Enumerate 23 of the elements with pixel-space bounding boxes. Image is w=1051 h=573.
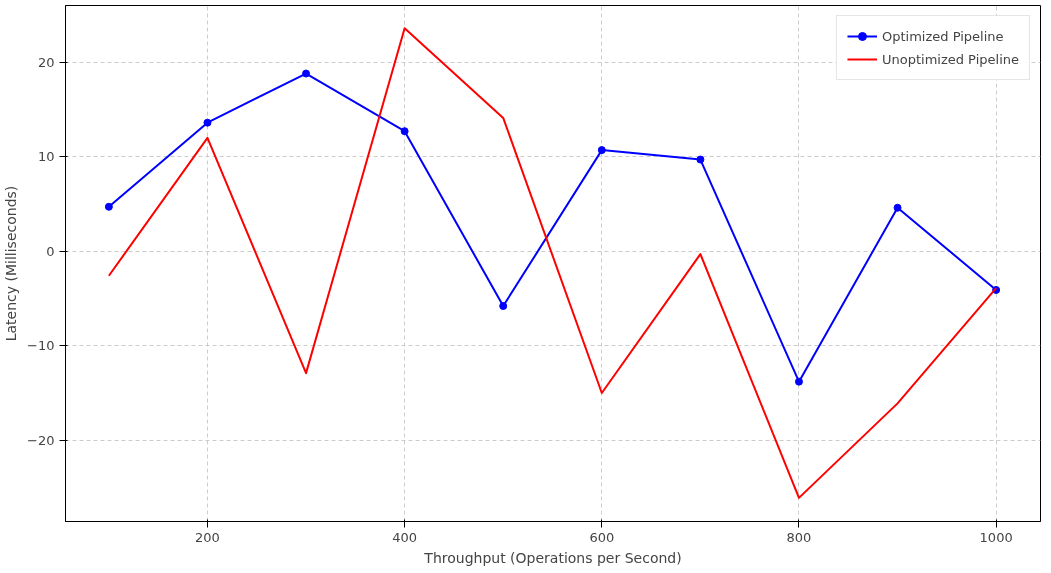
point — [302, 69, 311, 78]
y-tick-label: 20 — [37, 54, 55, 70]
y-tick-label: −20 — [27, 432, 55, 448]
x-axis-title: Throughput (Operations per Second) — [423, 549, 682, 566]
y-tick-label: 10 — [37, 149, 55, 165]
point — [794, 377, 803, 386]
y-tick-label: 0 — [46, 243, 55, 259]
y-tick-label: −10 — [27, 338, 55, 354]
point — [400, 127, 409, 136]
x-tick-label: 1000 — [979, 529, 1013, 545]
legend-label: Unoptimized Pipeline — [881, 51, 1019, 67]
point — [104, 202, 113, 211]
point — [893, 203, 902, 212]
x-tick-label: 600 — [589, 529, 615, 545]
y-axis-title: Latency (Milliseconds) — [3, 185, 20, 342]
point — [499, 302, 508, 311]
x-tick-label: 800 — [786, 529, 812, 545]
x-tick-label: 200 — [195, 529, 220, 545]
point — [597, 146, 606, 155]
legend-label: Optimized Pipeline — [881, 28, 1004, 44]
point — [696, 155, 705, 164]
point — [203, 118, 212, 127]
x-tick-label: 400 — [392, 529, 418, 545]
